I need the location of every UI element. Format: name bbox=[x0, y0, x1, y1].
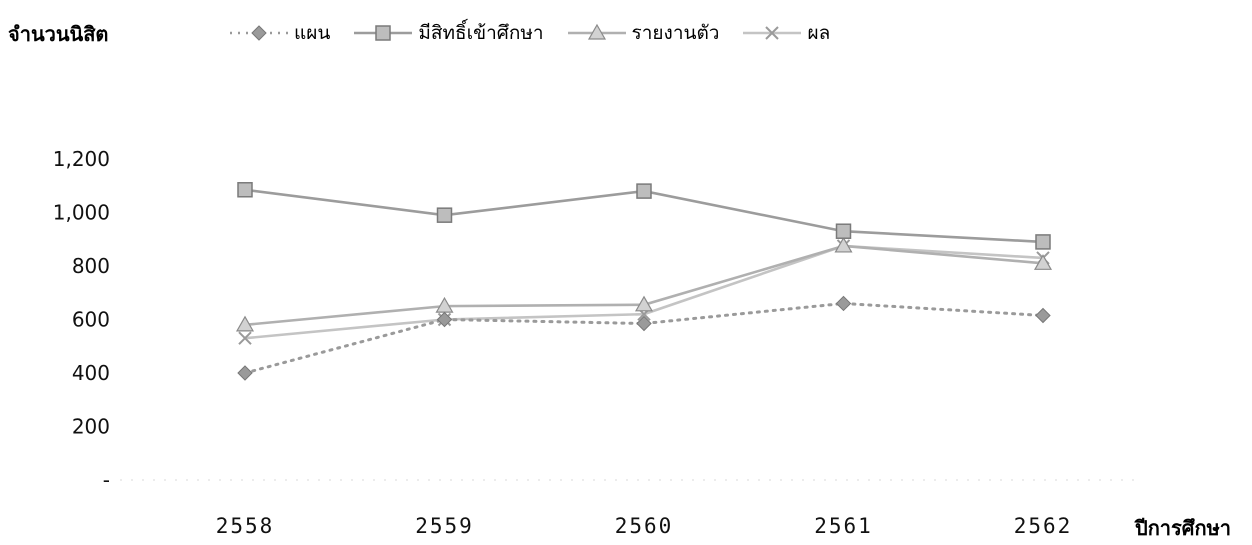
legend: แผน มีสิทธิ์เข้าศึกษา รายงานตัว ผล bbox=[228, 18, 830, 48]
legend-label-eligible: มีสิทธิ์เข้าศึกษา bbox=[418, 22, 544, 44]
y-tick-label: 1,000 bbox=[53, 201, 110, 225]
legend-label-result: ผล bbox=[807, 22, 831, 44]
data-point-marker bbox=[636, 183, 652, 199]
legend-swatch-marker bbox=[375, 25, 392, 41]
legend-swatch-marker bbox=[587, 23, 606, 40]
legend-swatch-marker bbox=[765, 26, 780, 40]
data-point-marker bbox=[237, 182, 253, 198]
y-tick-label: 800 bbox=[72, 254, 110, 278]
y-tick-label: 600 bbox=[72, 308, 110, 332]
legend-swatch-marker bbox=[251, 25, 267, 41]
data-point-marker bbox=[835, 295, 852, 312]
y-tick-label: - bbox=[103, 468, 110, 492]
x-tick-label: 2561 bbox=[814, 514, 873, 538]
legend-swatch-result bbox=[743, 26, 802, 40]
data-point-marker bbox=[237, 365, 253, 381]
series-layer bbox=[235, 182, 1053, 381]
data-point-marker bbox=[235, 315, 255, 332]
data-point-marker bbox=[634, 295, 654, 312]
y-tick-label: 400 bbox=[72, 361, 110, 385]
x-tick-label: 2560 bbox=[615, 514, 674, 538]
y-tick-label: 1,200 bbox=[53, 147, 110, 171]
legend-item-plan: แผน bbox=[228, 18, 330, 48]
y-axis-title: จำนวนนิสิต bbox=[8, 22, 109, 46]
data-point-marker bbox=[636, 315, 652, 332]
x-tick-label: 2562 bbox=[1014, 514, 1073, 538]
legend-item-reported: รายงานตัว bbox=[566, 18, 720, 48]
legend-label-reported: รายงานตัว bbox=[631, 22, 720, 44]
series-line-0 bbox=[243, 301, 1045, 375]
data-point-marker bbox=[1035, 307, 1051, 324]
x-tick-label: 2558 bbox=[216, 514, 275, 538]
legend-label-plan: แผน bbox=[294, 22, 331, 44]
axis-layer: - 200 400 600 800 1,000 1,200 2558 2559 2560 2561 2… bbox=[53, 147, 1140, 538]
data-point-marker bbox=[1033, 254, 1053, 270]
legend-item-result: ผล bbox=[741, 18, 830, 48]
y-tick-label: 200 bbox=[72, 415, 110, 439]
data-point-marker bbox=[1035, 234, 1051, 250]
legend-swatch-eligible bbox=[354, 25, 413, 41]
legend-swatch-plan bbox=[230, 25, 288, 41]
legend-swatch-reported bbox=[567, 23, 626, 40]
data-point-marker bbox=[436, 207, 453, 223]
data-point-marker bbox=[436, 311, 453, 328]
data-point-marker bbox=[834, 236, 853, 253]
x-tick-label: 2559 bbox=[415, 514, 474, 538]
data-point-marker bbox=[835, 223, 852, 239]
legend-item-eligible: มีสิทธิ์เข้าศึกษา bbox=[352, 18, 544, 48]
x-axis-title: ปีการศึกษา bbox=[1135, 516, 1231, 540]
data-point-marker bbox=[238, 331, 252, 345]
